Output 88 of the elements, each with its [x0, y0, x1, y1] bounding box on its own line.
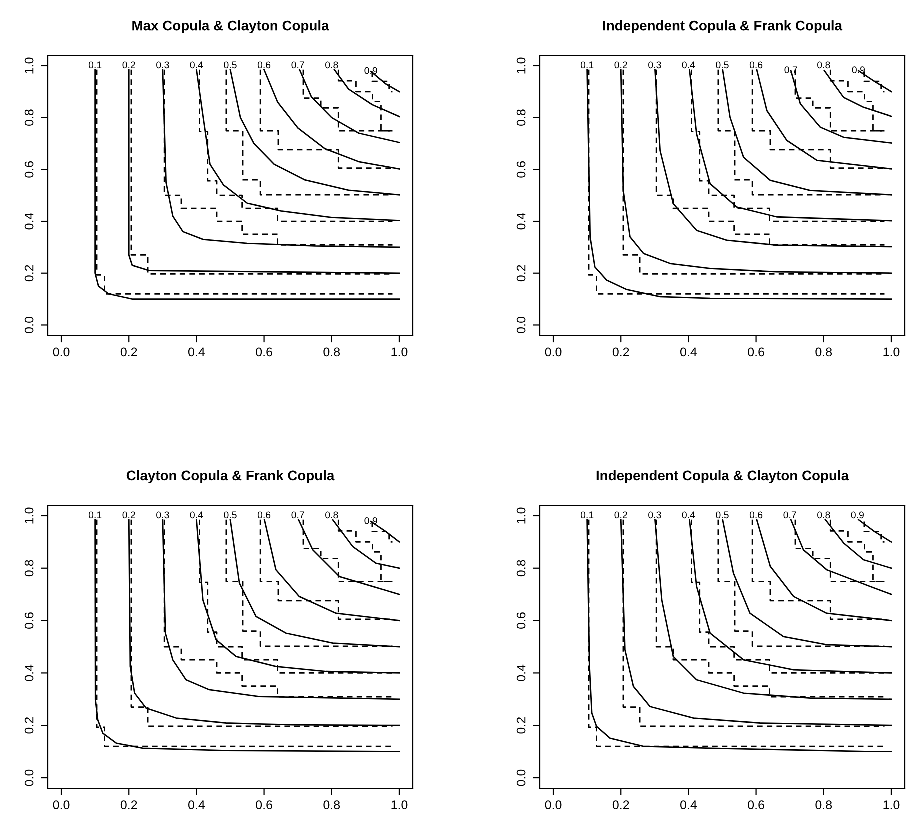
annotation: 0.3	[156, 62, 170, 69]
annotation: 0.5	[224, 62, 237, 69]
x-tick-label: 0.6	[256, 348, 272, 357]
x-tick-label: 0.6	[748, 348, 764, 357]
annotation: 0.3	[156, 512, 170, 519]
y-tick-label: 0.0	[24, 317, 34, 334]
annotation: 0.6	[258, 512, 271, 519]
y-tick-label: 0.6	[24, 612, 34, 629]
annotation: 0.3	[648, 62, 662, 69]
annotation: 0.9	[364, 67, 378, 74]
annotation: 0.8	[326, 62, 338, 69]
x-tick-label: 1.0	[392, 348, 408, 357]
y-tick-label: 0.4	[24, 664, 34, 682]
x-tick-label: 0.6	[748, 800, 764, 810]
y-tick-label: 0.0	[516, 317, 526, 334]
annotation: 0.7	[292, 512, 304, 519]
annotation: 0.2	[122, 62, 136, 69]
annotation: 0.4	[190, 512, 204, 519]
x-tick-label: 0.6	[256, 800, 272, 810]
y-tick-label: 0.4	[24, 213, 34, 230]
y-tick-label: 1.0	[516, 508, 526, 524]
y-tick-label: 0.2	[516, 265, 526, 282]
y-tick-label: 0.2	[516, 718, 526, 734]
annotation: 0.2	[614, 62, 628, 69]
y-tick-label: 1.0	[24, 508, 34, 524]
x-tick-label: 0.0	[545, 800, 562, 810]
x-tick-label: 1.0	[884, 348, 900, 357]
annotation: 0.1	[580, 62, 594, 69]
annotation: 0.1	[580, 512, 594, 519]
y-tick-label: 0.0	[516, 770, 526, 786]
x-tick-label: 0.0	[53, 800, 70, 810]
x-tick-label: 0.2	[612, 348, 630, 357]
annotation: 0.4	[682, 512, 696, 519]
x-tick-label: 0.2	[120, 800, 138, 810]
annotation: 0.5	[224, 512, 237, 519]
line-series	[298, 519, 400, 596]
annotation: 0.3	[648, 512, 662, 519]
line-series	[790, 519, 892, 596]
y-tick-label: 0.0	[24, 770, 34, 786]
annotation: 0.8	[326, 512, 338, 519]
x-tick-label: 0.2	[612, 800, 630, 810]
annotation: 0.5	[716, 62, 729, 69]
annotation: 0.8	[818, 512, 830, 519]
annotation: 0.8	[818, 62, 830, 69]
annotation: 0.2	[614, 512, 628, 519]
annotation: 0.6	[750, 512, 763, 519]
x-tick-label: 0.2	[120, 348, 138, 357]
y-tick-label: 0.8	[516, 110, 526, 126]
y-tick-label: 0.8	[24, 110, 34, 126]
chart-title: Clayton Copula & Frank Copula	[126, 470, 335, 484]
y-tick-label: 0.6	[516, 612, 526, 629]
chart-title: Independent Copula & Clayton Copula	[596, 470, 850, 484]
x-tick-label: 0.0	[545, 348, 562, 357]
annotation: 0.6	[750, 62, 763, 69]
annotation: 0.9	[851, 512, 864, 519]
annotation: 0.5	[716, 512, 729, 519]
x-tick-label: 0.4	[680, 348, 698, 357]
y-tick-label: 0.4	[516, 664, 526, 682]
x-tick-label: 0.8	[324, 348, 340, 357]
chart-title: Independent Copula & Frank Copula	[603, 20, 843, 34]
x-tick-label: 0.0	[53, 348, 70, 357]
y-tick-label: 0.6	[516, 162, 526, 178]
x-tick-label: 1.0	[392, 800, 408, 810]
annotation: 0.1	[88, 62, 102, 69]
x-tick-label: 0.8	[324, 800, 340, 810]
annotation: 0.7	[784, 512, 796, 519]
y-tick-label: 0.8	[516, 560, 526, 577]
line-series	[299, 69, 400, 144]
annotation: 0.1	[88, 512, 102, 519]
annotation: 0.4	[190, 62, 204, 69]
annotation: 0.2	[122, 512, 136, 519]
y-tick-label: 0.4	[516, 213, 526, 230]
annotation: 0.4	[682, 62, 696, 69]
chart-title: Max Copula & Clayton Copula	[132, 20, 330, 34]
y-tick-label: 1.0	[516, 58, 526, 74]
y-tick-label: 0.8	[24, 560, 34, 577]
x-tick-label: 0.4	[188, 348, 206, 357]
y-tick-label: 1.0	[24, 58, 34, 74]
y-tick-label: 0.2	[24, 718, 34, 734]
annotation: 0.6	[258, 62, 271, 69]
x-tick-label: 1.0	[884, 800, 900, 810]
y-tick-label: 0.6	[24, 162, 34, 178]
y-tick-label: 0.2	[24, 265, 34, 282]
x-tick-label: 0.4	[188, 800, 206, 810]
x-tick-label: 0.4	[680, 800, 698, 810]
x-tick-label: 0.8	[816, 800, 832, 810]
annotation: 0.7	[292, 62, 304, 69]
x-tick-label: 0.8	[816, 348, 832, 357]
